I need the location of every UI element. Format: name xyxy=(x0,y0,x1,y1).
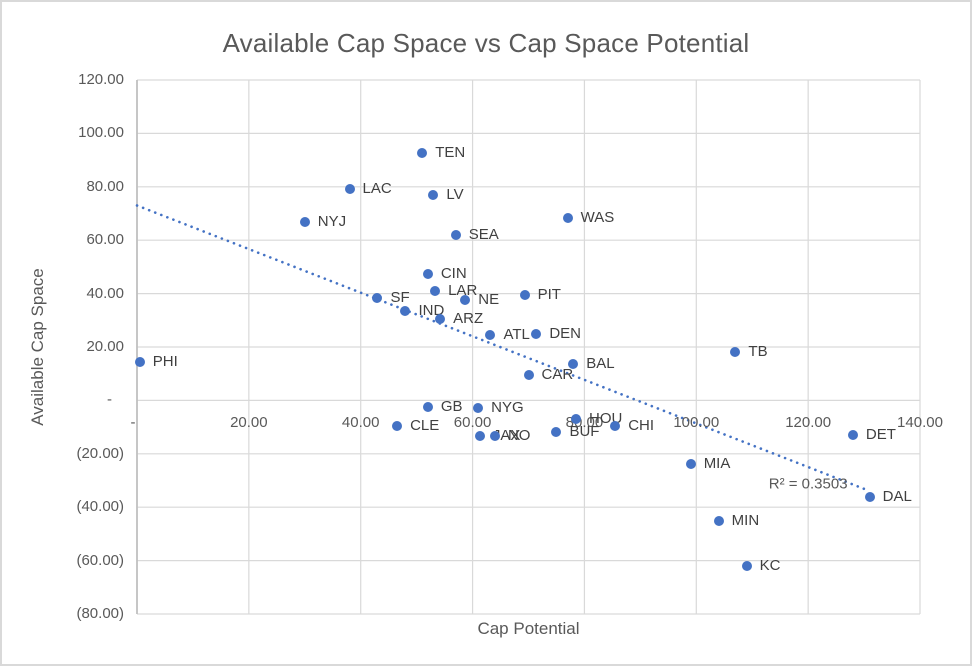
chart-title: Available Cap Space vs Cap Space Potenti… xyxy=(222,28,750,58)
y-tick-label-(40.00): (40.00) xyxy=(76,498,124,516)
data-point-label-NO: NO xyxy=(507,427,531,445)
data-point-JAX[interactable] xyxy=(474,431,485,442)
data-point-label-ATL: ATL xyxy=(503,325,530,343)
x-tick-label-40.00: 40.00 xyxy=(341,414,380,431)
data-point-label-CHI: CHI xyxy=(628,416,655,434)
y-tick-label-20.00: 20.00 xyxy=(86,338,124,355)
data-point-NE[interactable] xyxy=(460,295,471,306)
data-point-label-KC: KC xyxy=(759,556,781,574)
y-tick-label-60.00: 60.00 xyxy=(86,231,124,249)
data-point-PIT[interactable] xyxy=(519,289,530,300)
data-point-label-GB: GB xyxy=(440,398,463,416)
data-point-GB[interactable] xyxy=(422,402,433,413)
data-point-HOU[interactable] xyxy=(571,414,582,425)
data-point-CIN[interactable] xyxy=(422,268,433,279)
data-point-label-NYG: NYG xyxy=(491,399,524,417)
data-point-label-WAS: WAS xyxy=(580,208,615,226)
x-tick-label-20.00: 20.00 xyxy=(230,414,268,431)
y-tick-label-40.00: 40.00 xyxy=(86,284,124,302)
data-point-CAR[interactable] xyxy=(523,370,534,381)
data-point-SEA[interactable] xyxy=(450,229,461,240)
data-point-label-LAC: LAC xyxy=(362,180,392,198)
data-point-NYG[interactable] xyxy=(473,403,484,414)
data-point-MIA[interactable] xyxy=(685,459,696,470)
data-point-label-MIN: MIN xyxy=(731,511,760,529)
data-point-MIN[interactable] xyxy=(713,515,724,526)
y-tick-label-120.00: 120.00 xyxy=(78,71,124,88)
y-tick-label-(60.00): (60.00) xyxy=(76,551,124,569)
data-point-label-PIT: PIT xyxy=(537,285,561,303)
data-point-label-LAR: LAR xyxy=(448,281,478,299)
data-point-label-SEA: SEA xyxy=(468,225,499,243)
data-point-TB[interactable] xyxy=(730,347,741,358)
data-point-CLE[interactable] xyxy=(392,420,403,431)
data-point-PHI[interactable] xyxy=(134,356,145,367)
data-point-label-DEN: DEN xyxy=(549,324,581,342)
data-point-BUF[interactable] xyxy=(551,427,562,438)
data-point-LAR[interactable] xyxy=(430,285,441,296)
data-point-WAS[interactable] xyxy=(562,212,573,223)
data-point-DEN[interactable] xyxy=(531,328,542,339)
data-point-DET[interactable] xyxy=(847,430,858,441)
trendline-r2-label: R² = 0.3503 xyxy=(768,475,848,493)
x-tick-label--: - xyxy=(130,414,136,431)
data-point-label-PHI: PHI xyxy=(152,352,178,370)
data-point-label-NE: NE xyxy=(478,291,500,309)
y-tick-label-(20.00): (20.00) xyxy=(76,444,124,462)
data-point-BAL[interactable] xyxy=(568,359,579,370)
y-tick-label-80.00: 80.00 xyxy=(86,177,124,195)
trendline[interactable] xyxy=(135,204,870,492)
y-tick-label--: - xyxy=(107,391,112,409)
x-tick-label-60.00: 60.00 xyxy=(453,414,492,431)
data-point-label-ARZ: ARZ xyxy=(453,309,484,327)
x-axis-title: Cap Potential xyxy=(477,619,580,638)
data-point-IND[interactable] xyxy=(400,305,411,316)
data-point-label-BAL: BAL xyxy=(586,355,615,373)
data-point-label-CAR: CAR xyxy=(541,366,574,384)
data-point-label-NYJ: NYJ xyxy=(317,212,347,230)
data-point-LV[interactable] xyxy=(428,189,439,200)
data-point-CHI[interactable] xyxy=(610,420,621,431)
data-point-NYJ[interactable] xyxy=(299,216,310,227)
data-point-KC[interactable] xyxy=(741,560,752,571)
data-point-label-LV: LV xyxy=(446,185,464,203)
x-tick-label-120.00: 120.00 xyxy=(785,414,832,431)
x-tick-label-140.00: 140.00 xyxy=(897,414,943,431)
data-point-ATL[interactable] xyxy=(485,329,496,340)
data-point-TEN[interactable] xyxy=(417,148,428,159)
y-tick-label-(80.00): (80.00) xyxy=(76,605,124,622)
x-tick-label-100.00: 100.00 xyxy=(673,414,720,431)
data-point-label-CLE: CLE xyxy=(410,416,440,434)
data-point-SF[interactable] xyxy=(372,292,383,303)
data-point-DAL[interactable] xyxy=(864,491,875,502)
data-point-label-TB: TB xyxy=(748,343,768,361)
data-point-label-BUF: BUF xyxy=(569,423,600,441)
data-point-label-CIN: CIN xyxy=(440,264,467,282)
data-point-label-DET: DET xyxy=(865,426,896,444)
data-point-label-DAL: DAL xyxy=(882,487,912,505)
data-point-label-JAX: JAX xyxy=(492,427,521,445)
data-point-label-SF: SF xyxy=(390,288,410,306)
data-point-label-MIA: MIA xyxy=(703,455,731,473)
data-point-LAC[interactable] xyxy=(344,184,355,195)
data-point-label-TEN: TEN xyxy=(435,144,466,162)
data-point-NO[interactable] xyxy=(489,431,500,442)
data-point-ARZ[interactable] xyxy=(435,313,446,324)
y-tick-label-100.00: 100.00 xyxy=(78,124,124,142)
